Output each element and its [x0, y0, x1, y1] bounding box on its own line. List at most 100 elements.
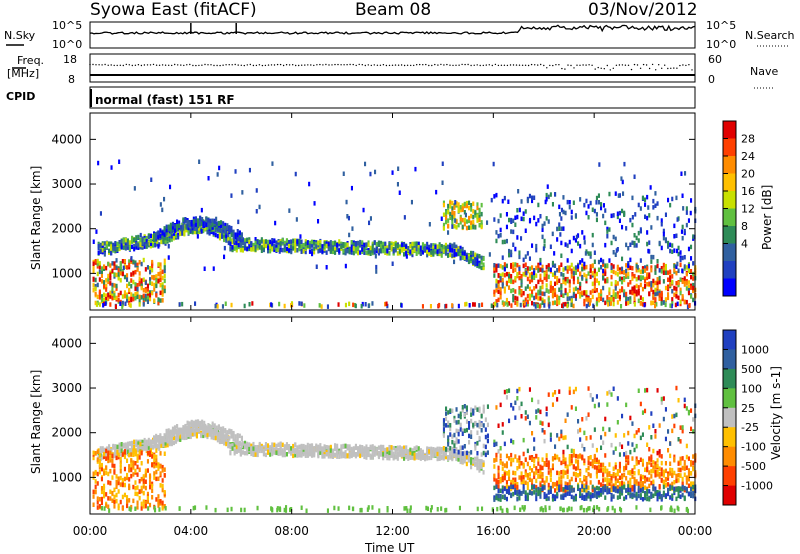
heatmap-cell	[644, 202, 647, 207]
heatmap-cell	[262, 245, 265, 251]
heatmap-cell	[545, 264, 548, 270]
heatmap-cell	[595, 297, 598, 302]
heatmap-cell	[512, 218, 515, 223]
heatmap-cell	[589, 254, 592, 259]
heatmap-cell	[146, 295, 149, 301]
heatmap-cell	[271, 442, 274, 447]
heatmap-cell	[216, 227, 219, 232]
heatmap-cell	[230, 302, 233, 308]
heatmap-cell	[340, 444, 343, 449]
heatmap-cell	[160, 239, 163, 245]
heatmap-cell	[156, 242, 159, 247]
heatmap-cell	[516, 235, 519, 240]
heatmap-cell	[531, 289, 534, 294]
heatmap-cell	[579, 271, 582, 276]
heatmap-cell	[348, 246, 351, 252]
heatmap-cell	[453, 440, 456, 446]
heatmap-cell	[171, 432, 174, 437]
heatmap-cell	[128, 464, 131, 469]
heatmap-cell	[128, 259, 131, 264]
heatmap-cell	[531, 265, 534, 270]
heatmap-cell	[334, 247, 337, 252]
nave-dot	[373, 64, 375, 66]
heatmap-cell	[209, 225, 212, 230]
heatmap-cell	[204, 433, 207, 438]
heatmap-cell	[570, 295, 573, 301]
heatmap-cell	[352, 452, 355, 457]
heatmap-cell	[618, 269, 621, 275]
heatmap-cell	[229, 449, 232, 455]
heatmap-cell	[562, 226, 565, 231]
heatmap-cell	[101, 446, 104, 451]
heatmap-cell	[646, 275, 649, 281]
heatmap-cell	[111, 490, 114, 496]
heatmap-cell	[115, 481, 118, 486]
heatmap-cell	[468, 215, 471, 221]
heatmap-cell	[134, 461, 137, 466]
heatmap-cell	[132, 498, 135, 504]
heatmap-cell	[390, 451, 393, 456]
heatmap-cell	[667, 270, 670, 275]
heatmap-cell	[411, 252, 414, 258]
heatmap-cell	[589, 290, 592, 295]
nave-dot	[285, 63, 288, 66]
heatmap-cell	[583, 265, 586, 270]
heatmap-cell	[313, 449, 316, 454]
heatmap-cell	[94, 489, 97, 495]
heatmap-cell	[690, 285, 693, 290]
nave-dot	[621, 64, 624, 66]
nave-dot	[89, 63, 91, 66]
heatmap-cell	[157, 235, 160, 240]
heatmap-cell	[145, 446, 148, 452]
heatmap-cell	[235, 245, 238, 250]
heatmap-cell	[625, 301, 628, 306]
heatmap-cell	[159, 262, 162, 267]
heatmap-cell	[589, 251, 592, 256]
nave-dot	[467, 63, 469, 66]
heatmap-cell	[445, 423, 448, 428]
heatmap-cell	[392, 451, 395, 456]
heatmap-cell	[549, 267, 552, 272]
heatmap-cell	[482, 256, 485, 261]
heatmap-cell	[445, 416, 448, 421]
heatmap-cell	[217, 424, 220, 429]
nave-dot	[119, 64, 122, 67]
heatmap-cell	[146, 459, 149, 464]
heatmap-cell	[664, 267, 667, 273]
heatmap-cell	[194, 422, 197, 428]
heatmap-cell	[474, 213, 477, 218]
heatmap-cell	[505, 395, 508, 400]
heatmap-cell	[470, 220, 473, 225]
heatmap-cell	[163, 262, 166, 268]
heatmap-cell	[682, 206, 685, 211]
heatmap-cell	[457, 248, 460, 254]
nave-dot	[606, 64, 608, 67]
heatmap-cell	[163, 467, 166, 472]
nave-dot	[603, 68, 605, 70]
heatmap-cell	[92, 265, 95, 270]
heatmap-cell	[493, 442, 496, 447]
heatmap-cell	[518, 207, 521, 213]
heatmap-cell	[512, 268, 515, 274]
heatmap-cell	[403, 451, 406, 456]
heatmap-cell	[171, 225, 174, 230]
heatmap-cell	[141, 439, 144, 445]
heatmap-cell	[679, 287, 682, 293]
heatmap-cell	[382, 455, 385, 461]
heatmap-cell	[178, 223, 181, 229]
nave-dot	[549, 64, 551, 67]
heatmap-cell	[692, 276, 695, 281]
heatmap-cell	[639, 269, 642, 275]
heatmap-cell	[461, 251, 464, 256]
heatmap-cell	[192, 421, 195, 426]
heatmap-cell	[480, 414, 483, 419]
heatmap-cell	[470, 450, 473, 455]
heatmap-cell	[627, 261, 630, 266]
nave-dot	[521, 64, 524, 67]
heatmap-cell	[604, 208, 607, 213]
heatmap-cell	[430, 446, 433, 452]
heatmap-cell	[137, 245, 140, 250]
heatmap-cell	[394, 454, 397, 460]
heatmap-cell	[142, 474, 145, 479]
heatmap-cell	[132, 472, 135, 477]
